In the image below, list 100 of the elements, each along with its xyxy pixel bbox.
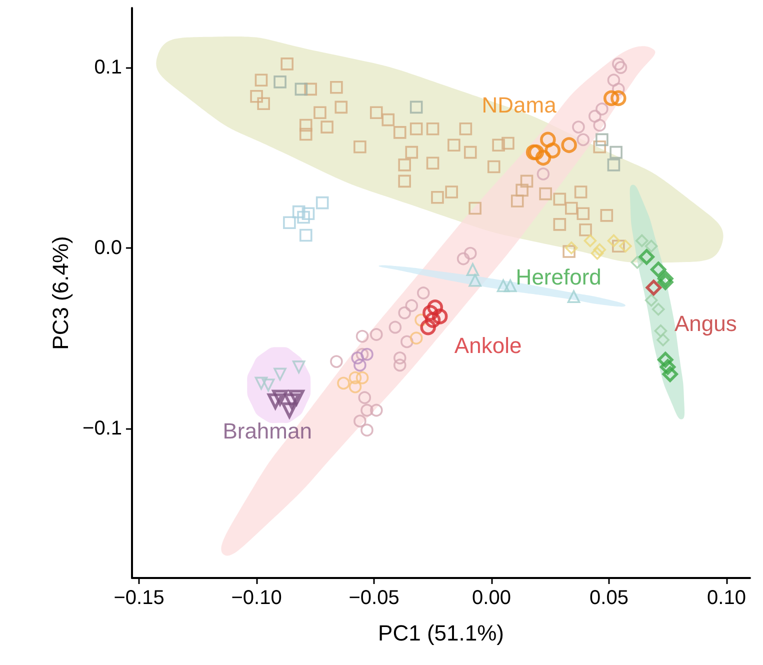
point xyxy=(544,142,561,158)
point xyxy=(610,90,626,106)
point xyxy=(348,371,362,384)
point xyxy=(502,136,514,150)
point xyxy=(282,402,298,418)
x-tick-label: −0.15 xyxy=(114,587,164,609)
point xyxy=(607,74,620,87)
point xyxy=(596,133,608,146)
point xyxy=(314,106,326,120)
point xyxy=(610,146,622,159)
point xyxy=(496,279,510,292)
point xyxy=(593,140,606,154)
point xyxy=(565,202,578,215)
x-tick-label: 0.10 xyxy=(707,587,746,609)
point xyxy=(254,74,268,87)
point xyxy=(422,304,438,321)
point xyxy=(254,376,268,390)
point xyxy=(562,245,576,258)
point xyxy=(280,58,294,70)
point xyxy=(410,100,423,114)
point xyxy=(299,228,312,242)
point xyxy=(330,355,343,368)
point xyxy=(600,209,614,222)
point xyxy=(504,279,517,292)
point xyxy=(388,320,402,334)
point xyxy=(590,246,604,260)
point xyxy=(468,202,482,215)
point xyxy=(348,380,362,394)
point xyxy=(539,187,552,200)
point xyxy=(572,120,585,134)
point xyxy=(299,128,312,141)
point xyxy=(607,158,620,172)
point xyxy=(330,80,343,94)
point xyxy=(510,194,524,208)
point xyxy=(654,324,668,338)
point xyxy=(393,352,406,364)
point xyxy=(382,113,395,126)
point xyxy=(603,90,620,106)
point xyxy=(487,160,500,174)
point xyxy=(535,150,552,166)
point xyxy=(565,242,578,254)
point xyxy=(360,404,374,417)
point xyxy=(424,312,441,328)
point xyxy=(398,306,411,320)
x-tick-label: −0.05 xyxy=(348,587,400,609)
point xyxy=(553,218,566,231)
point xyxy=(274,368,286,381)
point xyxy=(612,240,625,252)
point xyxy=(272,390,288,406)
point xyxy=(294,82,308,96)
point xyxy=(593,243,606,256)
point xyxy=(596,102,608,116)
point xyxy=(636,234,648,248)
point xyxy=(356,348,369,361)
point xyxy=(283,216,296,230)
series-label: NDama xyxy=(482,92,558,118)
point xyxy=(410,122,423,136)
point xyxy=(358,391,372,404)
y-tick-label: 0.0 xyxy=(94,236,122,259)
point xyxy=(576,133,590,146)
point xyxy=(297,210,310,224)
point xyxy=(370,404,383,417)
point xyxy=(644,294,658,307)
point xyxy=(464,246,477,260)
point xyxy=(492,138,505,152)
point xyxy=(574,186,588,198)
x-tick-label: 0.00 xyxy=(472,587,511,609)
point xyxy=(354,140,366,154)
point xyxy=(448,138,460,152)
point xyxy=(360,424,374,436)
point xyxy=(416,286,430,300)
point xyxy=(284,393,300,410)
point xyxy=(274,76,286,88)
point xyxy=(370,328,383,341)
point xyxy=(400,335,414,348)
series-label: Ankole xyxy=(454,332,522,358)
y-tick-label: 0.1 xyxy=(94,56,122,79)
point xyxy=(405,299,418,312)
point xyxy=(292,205,306,218)
point xyxy=(431,191,444,204)
point xyxy=(588,110,602,123)
point xyxy=(302,207,315,220)
point xyxy=(393,358,406,372)
point xyxy=(638,249,655,265)
point xyxy=(426,122,440,136)
x-axis-title: PC1 (51.1%) xyxy=(378,620,504,646)
point xyxy=(334,100,348,114)
point xyxy=(292,360,306,374)
point xyxy=(644,240,658,252)
point xyxy=(658,270,674,286)
point xyxy=(356,371,369,384)
point xyxy=(250,90,263,103)
point xyxy=(316,196,329,210)
point xyxy=(288,390,304,406)
point xyxy=(607,234,620,248)
point xyxy=(267,393,284,410)
point xyxy=(262,378,275,392)
point xyxy=(299,118,312,132)
point xyxy=(652,302,665,316)
point xyxy=(398,174,411,188)
